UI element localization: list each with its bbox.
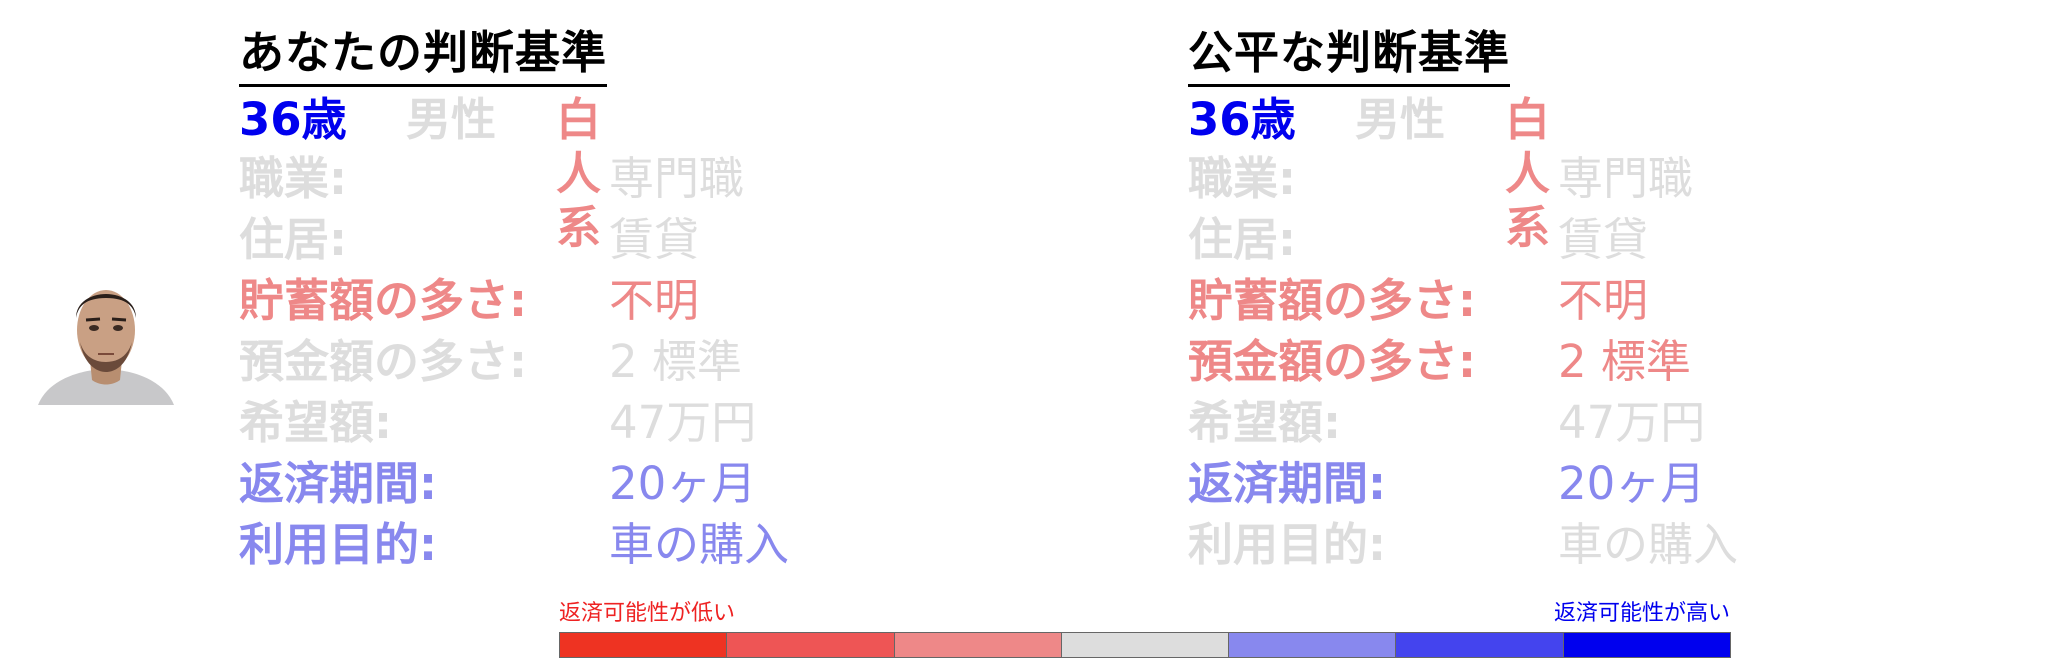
race-value: 白人系 bbox=[1505, 93, 1551, 254]
attribute-row-amount: 希望額: 47万円 bbox=[1188, 395, 1705, 456]
attribute-label: 住居: bbox=[1188, 213, 1296, 266]
panel-title: あなたの判断基準 bbox=[239, 24, 608, 87]
demographics-row: 36歳 男性 白人系 bbox=[1188, 89, 1550, 254]
sex-value: 男性 bbox=[406, 93, 497, 146]
attribute-label: 利用目的: bbox=[239, 518, 437, 571]
attribute-value: 賃貸 bbox=[1558, 213, 1649, 266]
scale-swatch-3 bbox=[893, 632, 1062, 658]
attribute-value: 不明 bbox=[1558, 274, 1649, 327]
legend-high-label: 返済可能性が高い bbox=[1553, 601, 1730, 626]
scale-swatch-5 bbox=[1228, 632, 1397, 658]
attribute-row-deposit: 預金額の多さ: 2 標準 bbox=[1188, 334, 1691, 395]
attribute-value: 20ヶ月 bbox=[1558, 457, 1706, 510]
applicant-photo bbox=[38, 272, 174, 405]
fair-criteria-panel: 公平な判断基準 36歳 男性 白人系 職業: 専門職 住居: 賃貸 貯蓄額の多さ… bbox=[1188, 24, 1738, 578]
age-value: 36歳 bbox=[1188, 93, 1296, 146]
attribute-value: 47万円 bbox=[1558, 396, 1706, 449]
scale-swatch-1 bbox=[559, 632, 728, 658]
legend-low-label: 返済可能性が低い bbox=[559, 601, 736, 626]
sex-value: 男性 bbox=[1355, 93, 1446, 146]
attribute-value: 2 標準 bbox=[609, 335, 742, 388]
attribute-label: 職業: bbox=[1188, 152, 1296, 205]
scale-swatch-4 bbox=[1060, 632, 1230, 658]
attribute-value: 2 標準 bbox=[1558, 335, 1691, 388]
age-value: 36歳 bbox=[239, 93, 347, 146]
attribute-row-occupation: 職業: 専門職 bbox=[1188, 151, 1693, 212]
attribute-row-amount: 希望額: 47万円 bbox=[239, 395, 756, 456]
attribute-value: 賃貸 bbox=[609, 213, 700, 266]
attribute-label: 希望額: bbox=[1188, 396, 1341, 449]
attribute-row-purpose: 利用目的: 車の購入 bbox=[1188, 517, 1738, 578]
scale-swatch-7 bbox=[1562, 632, 1731, 658]
race-value: 白人系 bbox=[556, 93, 602, 254]
attribute-label: 希望額: bbox=[239, 396, 392, 449]
attribute-value: 20ヶ月 bbox=[609, 457, 757, 510]
attribute-value: 専門職 bbox=[1558, 152, 1694, 205]
color-scale bbox=[559, 632, 1731, 658]
attribute-value: 不明 bbox=[609, 274, 700, 327]
attribute-label: 利用目的: bbox=[1188, 518, 1386, 571]
attribute-label: 職業: bbox=[239, 152, 347, 205]
attribute-row-housing: 住居: 賃貸 bbox=[239, 212, 699, 273]
attribute-label: 返済期間: bbox=[1188, 457, 1386, 510]
attribute-label: 住居: bbox=[239, 213, 347, 266]
attribute-row-purpose: 利用目的: 車の購入 bbox=[239, 517, 789, 578]
your-criteria-panel: あなたの判断基準 36歳 男性 白人系 職業: 専門職 住居: 賃貸 貯蓄額の多… bbox=[239, 24, 789, 578]
attribute-row-savings: 貯蓄額の多さ: 不明 bbox=[239, 273, 699, 334]
attribute-row-savings: 貯蓄額の多さ: 不明 bbox=[1188, 273, 1648, 334]
demographics-row: 36歳 男性 白人系 bbox=[239, 89, 607, 254]
scale-swatch-6 bbox=[1395, 632, 1564, 658]
attribute-value: 専門職 bbox=[609, 152, 745, 205]
attribute-label: 貯蓄額の多さ: bbox=[239, 274, 527, 327]
attribute-row-housing: 住居: 賃貸 bbox=[1188, 212, 1648, 273]
attribute-row-term: 返済期間: 20ヶ月 bbox=[239, 456, 756, 517]
attribute-value: 車の購入 bbox=[1558, 518, 1739, 571]
panel-title: 公平な判断基準 bbox=[1188, 24, 1511, 87]
attribute-value: 47万円 bbox=[609, 396, 757, 449]
attribute-label: 預金額の多さ: bbox=[1188, 335, 1476, 388]
scale-swatch-2 bbox=[726, 632, 895, 658]
attribute-label: 貯蓄額の多さ: bbox=[1188, 274, 1476, 327]
attribute-label: 預金額の多さ: bbox=[239, 335, 527, 388]
attribute-row-occupation: 職業: 専門職 bbox=[239, 151, 744, 212]
attribute-row-deposit: 預金額の多さ: 2 標準 bbox=[239, 334, 742, 395]
attribute-row-term: 返済期間: 20ヶ月 bbox=[1188, 456, 1705, 517]
attribute-label: 返済期間: bbox=[239, 457, 437, 510]
attribute-value: 車の購入 bbox=[609, 518, 790, 571]
